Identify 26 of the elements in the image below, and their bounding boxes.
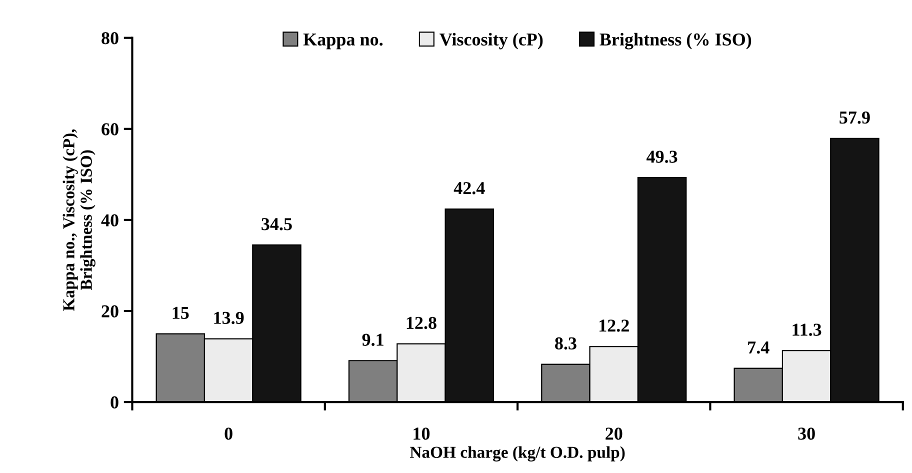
x-tick-label: 0 (224, 428, 232, 440)
x-tick-label: 10 (414, 428, 430, 440)
data-label: 11.3 (792, 324, 822, 336)
data-label: 13.9 (214, 312, 244, 324)
y-tick-label: 80 (102, 32, 118, 44)
data-label: 42.4 (454, 182, 485, 194)
data-label: 15 (172, 306, 189, 319)
data-label: 12.2 (600, 320, 629, 332)
data-label: 9.1 (362, 334, 384, 346)
x-axis-title: NaOH charge (kg/t O.D. pulp) (410, 446, 625, 462)
y-tick-label: 20 (102, 305, 118, 318)
y-tick-label: 40 (101, 214, 118, 226)
legend-label: Brightness (% ISO) (600, 32, 752, 50)
legend-label: Kappa no. (303, 34, 383, 50)
x-tick-label: 30 (798, 428, 815, 440)
data-label: 7.4 (748, 342, 770, 354)
data-label: 57.9 (840, 112, 870, 124)
x-tick-label: 20 (606, 428, 622, 440)
y-axis-title: Kappa no., Viscosity (cP), Brightness (% ISO) (62, 129, 96, 311)
data-label: 49.3 (646, 150, 678, 163)
y-tick-label: 0 (110, 396, 118, 408)
y-tick-label: 60 (102, 123, 118, 136)
data-label: 34.5 (262, 218, 292, 230)
legend-label: Viscosity (cP) (440, 32, 543, 50)
data-label: 8.3 (555, 337, 576, 350)
data-label: 12.8 (406, 316, 436, 330)
